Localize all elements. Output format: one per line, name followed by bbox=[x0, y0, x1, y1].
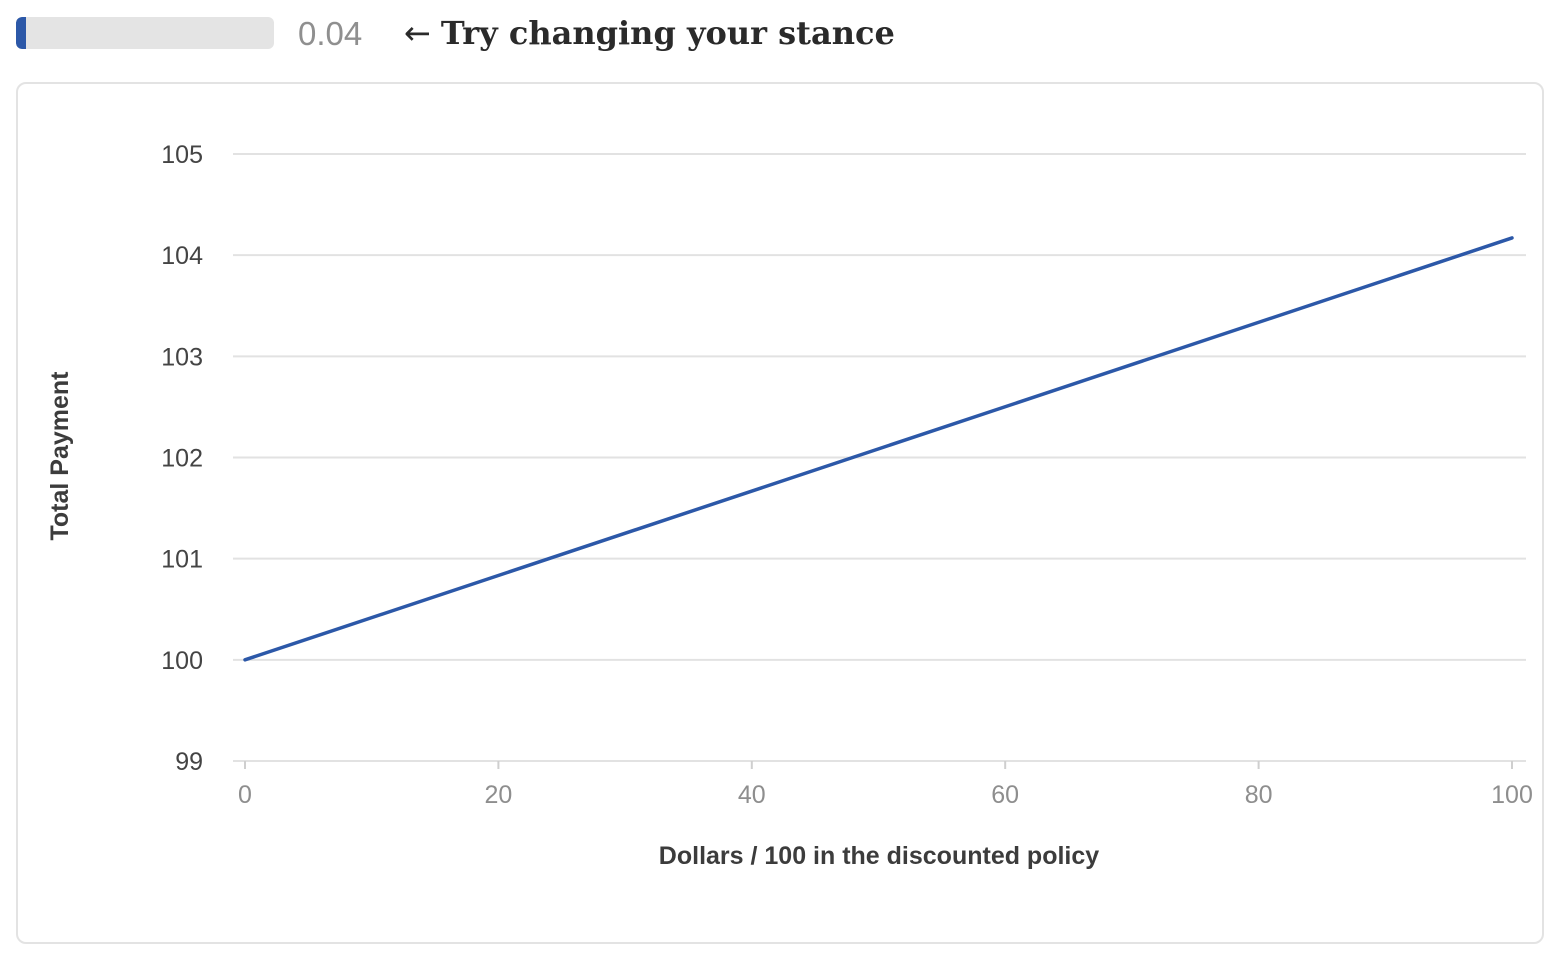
left-arrow-icon: ← bbox=[404, 14, 431, 52]
y-tick-label: 101 bbox=[161, 546, 203, 574]
chart-card: 99 100 101 102 103 104 105 0 20 40 60 80 100 Dollar… bbox=[16, 82, 1544, 944]
stance-slider[interactable] bbox=[16, 17, 274, 49]
y-tick-label: 100 bbox=[161, 647, 203, 675]
x-tick-label: 60 bbox=[991, 781, 1019, 809]
x-tick-label: 20 bbox=[484, 781, 512, 809]
x-tick-label: 40 bbox=[738, 781, 766, 809]
hint-text: Try changing your stance bbox=[440, 14, 895, 52]
y-axis-ticks: 99 100 101 102 103 104 105 bbox=[161, 141, 203, 776]
x-tick-label: 0 bbox=[238, 781, 252, 809]
slider-fill bbox=[16, 17, 27, 49]
y-tick-label: 99 bbox=[175, 748, 203, 776]
y-tick-label: 104 bbox=[161, 242, 203, 270]
y-axis-title: Total Payment bbox=[46, 371, 74, 541]
slider-value: 0.04 bbox=[298, 15, 363, 52]
gridlines bbox=[233, 153, 1526, 762]
x-axis-title: Dollars / 100 in the discounted policy bbox=[659, 842, 1099, 870]
x-tick-label: 100 bbox=[1491, 781, 1533, 809]
y-tick-label: 103 bbox=[161, 343, 203, 371]
y-tick-label: 105 bbox=[161, 141, 203, 169]
line-chart: 99 100 101 102 103 104 105 0 20 40 60 80 100 Dollar… bbox=[46, 141, 1533, 870]
y-tick-label: 102 bbox=[161, 445, 203, 473]
x-axis-ticks: 0 20 40 60 80 100 bbox=[238, 761, 1533, 809]
x-tick-label: 80 bbox=[1245, 781, 1273, 809]
series-layer bbox=[243, 236, 1514, 662]
hint-text-container: ← Try changing your stance bbox=[404, 12, 895, 54]
series-line bbox=[243, 236, 1514, 662]
